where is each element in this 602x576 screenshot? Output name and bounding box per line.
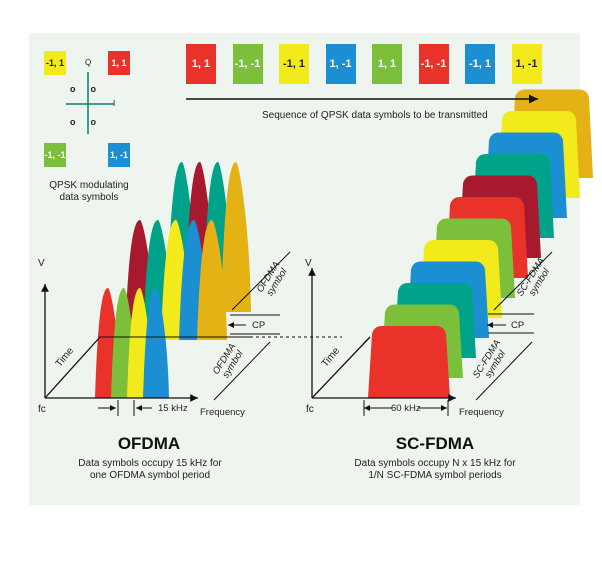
ofdma-frequency-label: Frequency: [200, 407, 245, 418]
ofdma-v-label: V: [38, 258, 45, 269]
constellation-caption: QPSK modulating data symbols: [49, 180, 129, 203]
ofdma-symbol-guide: [213, 341, 271, 401]
sequence-symbol: -1, -1: [418, 44, 449, 84]
sequence-symbol: 1, -1: [511, 44, 542, 84]
ofdma-title: OFDMA: [117, 434, 181, 453]
scfdma-title: SC-FDMA: [395, 434, 475, 453]
diagram-lines: [41, 72, 553, 416]
scfdma-blocks: [368, 89, 593, 398]
ofdma-time-axis: [44, 336, 101, 399]
sequence-caption: Sequence of QPSK data symbols to be tran…: [262, 110, 488, 121]
ofdma-spacing-label: 15 kHz: [158, 403, 188, 414]
ofdma-cp-label: CP: [252, 320, 266, 331]
scfdma-symbol-guide-upper: [493, 251, 553, 311]
scfdma-description: Data symbols occupy N x 15 kHz for 1/N S…: [354, 458, 516, 481]
ofdma-fc-label: fc: [38, 404, 46, 415]
ofdma-peak-mid: [197, 220, 227, 340]
scfdma-fc-label: fc: [306, 404, 314, 415]
ofdma-symbol-guide-upper: [231, 251, 291, 311]
constellation-symbol: -1, 1: [44, 51, 66, 75]
scfdma-block: [368, 326, 450, 398]
scfdma-time-axis: [311, 336, 371, 399]
constellation-symbol: 1, -1: [108, 143, 130, 167]
sequence-symbol: -1, 1: [465, 44, 495, 84]
scfdma-cp-label: CP: [511, 320, 525, 331]
scfdma-bandwidth-label: 60 kHz: [391, 403, 421, 414]
sequence-symbol: 1, -1: [325, 44, 356, 84]
constellation-dots-lower: o o: [70, 117, 96, 127]
ofdma-peak-back: [221, 162, 251, 312]
scfdma-symbol-guide: [475, 341, 533, 401]
constellation-i-label: I: [113, 99, 116, 108]
constellation-dots: o o: [70, 84, 96, 94]
sequence-symbol: -1, -1: [232, 44, 263, 84]
ofdma-subcarriers: [95, 162, 251, 398]
scfdma-v-label: V: [305, 258, 312, 269]
ofdma-peak-front: [143, 288, 169, 398]
constellation-q-label: Q: [85, 58, 92, 67]
sequence-symbol: 1, 1: [186, 44, 216, 84]
scfdma-frequency-label: Frequency: [459, 407, 504, 418]
sequence-symbol: -1, 1: [279, 44, 309, 84]
ofdma-description: Data symbols occupy 15 kHz for one OFDMA…: [78, 458, 222, 481]
constellation-symbol: -1, -1: [44, 143, 66, 167]
constellation-symbol: 1, 1: [108, 51, 130, 75]
sequence-symbol: 1, 1: [372, 44, 402, 84]
